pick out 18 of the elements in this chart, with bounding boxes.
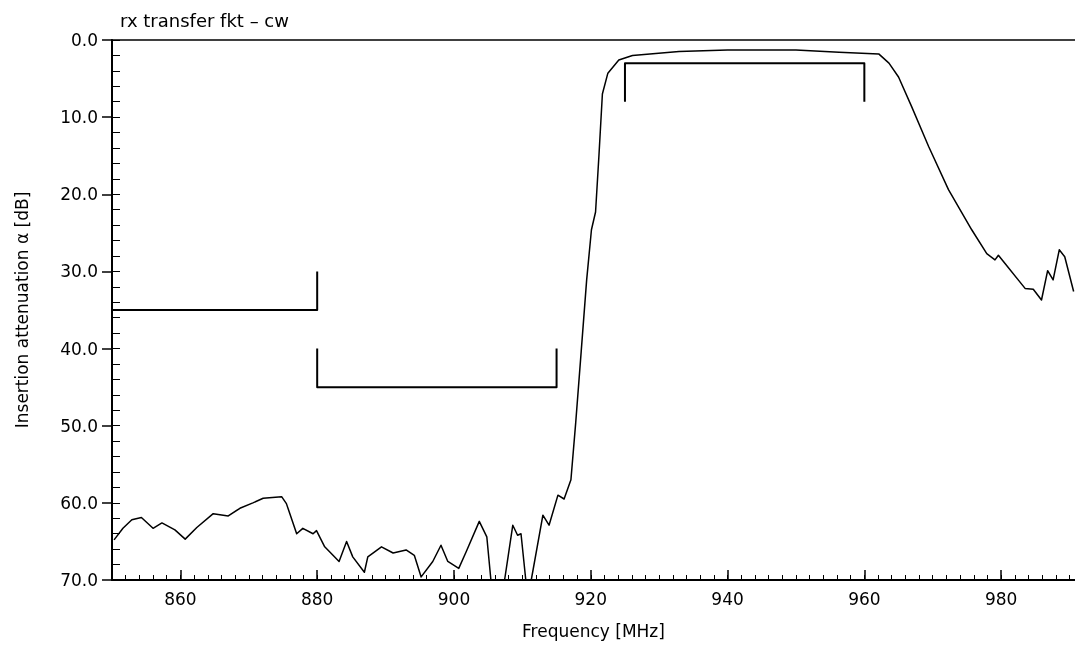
- x-tick-label: 900: [437, 588, 471, 609]
- y-tick-label: 30.0: [60, 261, 98, 282]
- x-axis-title: Frequency [MHz]: [522, 620, 665, 641]
- y-tick-label: 50.0: [60, 415, 98, 436]
- y-tick-label: 10.0: [60, 107, 98, 128]
- y-tick-label: 70.0: [60, 570, 98, 590]
- y-tick-label: 20.0: [60, 184, 98, 205]
- chart-title: rx transfer fkt – cw: [120, 9, 289, 31]
- y-tick-label: 60.0: [60, 492, 98, 513]
- y-tick-label: 0.0: [70, 30, 98, 50]
- x-tick-label: 920: [574, 588, 607, 609]
- x-tick-label: 960: [848, 588, 881, 609]
- x-tick-label: 880: [300, 588, 334, 609]
- y-tick-label: 40.0: [60, 338, 98, 359]
- y-axis-title: Insertion attenuation α [dB]: [11, 191, 32, 429]
- x-tick-label: 940: [711, 588, 744, 609]
- x-tick-label: 860: [164, 588, 197, 609]
- x-tick-label: 980: [984, 588, 1018, 609]
